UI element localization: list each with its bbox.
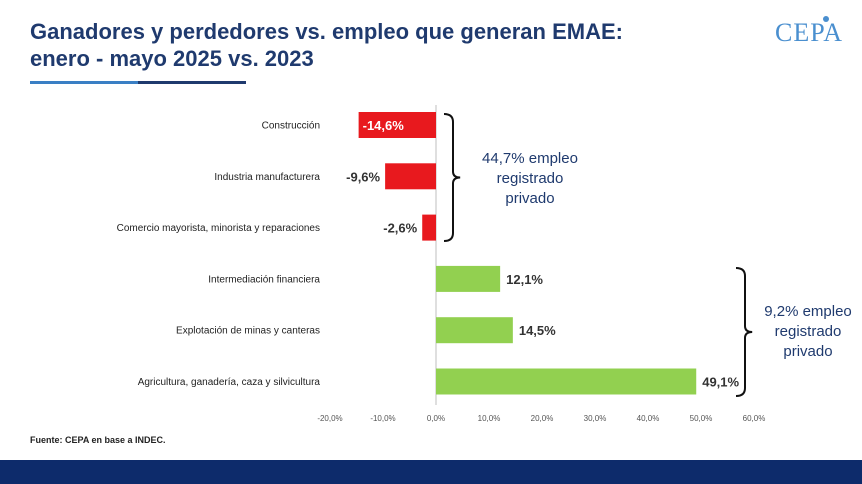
x-tick-label: 10,0%	[478, 414, 501, 423]
x-tick-label: -10,0%	[370, 414, 395, 423]
category-label: Intermediación financiera	[208, 274, 320, 285]
bracket	[443, 113, 461, 242]
annotation-text: privado	[783, 343, 832, 360]
page-title: Ganadores y perdedores vs. empleo que ge…	[30, 19, 623, 71]
category-label: Industria manufacturera	[214, 172, 320, 183]
bar	[436, 317, 513, 344]
source-note: Fuente: CEPA en base a INDEC.	[30, 435, 166, 445]
bar	[422, 214, 436, 241]
data-label: 14,5%	[519, 323, 556, 338]
annotation-text: 9,2% empleo	[764, 303, 852, 320]
bar-chart: Construcción -14,6% Industria manufacturer…	[117, 105, 852, 423]
data-label: -2,6%	[383, 221, 417, 236]
bar	[436, 368, 697, 395]
bracket	[735, 267, 753, 397]
annotation-text: privado	[505, 190, 554, 207]
cepa-logo: CEPA	[775, 18, 844, 47]
category-label: Agricultura, ganadería, caza y silvicult…	[138, 377, 321, 388]
data-label: -9,6%	[346, 169, 380, 184]
data-label: 49,1%	[702, 375, 739, 390]
title-underline	[30, 81, 246, 84]
annotation-text: registrado	[497, 170, 564, 187]
logo-mark-icon	[823, 16, 829, 22]
x-tick-label: -20,0%	[317, 414, 342, 423]
annotation-text: 44,7% empleo	[482, 150, 578, 167]
x-tick-label: 20,0%	[531, 414, 554, 423]
footer-bar	[0, 460, 862, 484]
bar	[436, 265, 501, 292]
x-tick-label: 50,0%	[690, 414, 713, 423]
annotation-text: registrado	[775, 323, 842, 340]
bar	[358, 112, 436, 138]
x-tick-label: 40,0%	[637, 414, 660, 423]
category-label: Comercio mayorista, minorista y reparaci…	[117, 223, 320, 234]
x-tick-label: 60,0%	[743, 414, 766, 423]
category-label: Construcción	[262, 121, 320, 132]
category-label: Explotación de minas y canteras	[176, 326, 320, 337]
data-label: 12,1%	[506, 272, 543, 287]
data-label: -14,6%	[363, 118, 405, 133]
x-tick-label: 0,0%	[427, 414, 445, 423]
bar	[385, 163, 436, 190]
x-tick-label: 30,0%	[584, 414, 607, 423]
